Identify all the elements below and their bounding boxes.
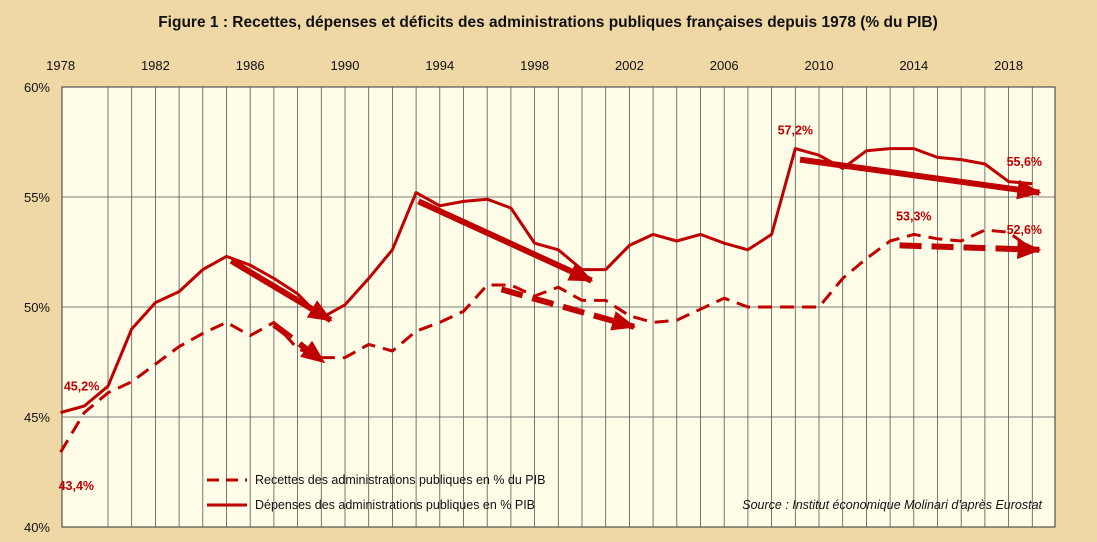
chart-title: Figure 1 : Recettes, dépenses et déficit… (158, 14, 938, 31)
y-tick-label: 50% (24, 300, 50, 315)
trend-arrow-depenses (229, 258, 333, 323)
trend-arrow-depenses (799, 156, 1042, 200)
y-tick-label: 60% (24, 80, 50, 95)
series-line-depenses (60, 147, 1033, 415)
annotations: 45,2% 43,4% 57,2% 55,6% 53,3% 52,6% (59, 124, 1042, 494)
trend-arrow-recettes (272, 322, 326, 365)
legend: Recettes des administrations publiques e… (207, 473, 545, 512)
x-tick-label: 1990 (331, 58, 360, 73)
x-tick-label: 1998 (520, 58, 549, 73)
data-label: 57,2% (778, 124, 813, 138)
x-axis-ticks: 1978 1982 1986 1990 1994 1998 2002 2006 2010 2014… (46, 58, 1023, 73)
x-tick-label: 2014 (899, 58, 928, 73)
x-tick-label: 1978 (46, 58, 75, 73)
series-line-recettes (59, 228, 1034, 453)
data-label: 55,6% (1007, 155, 1042, 169)
y-axis-ticks: 40% 45% 50% 55% 60% (24, 80, 50, 535)
legend-label-recettes: Recettes des administrations publiques e… (255, 473, 545, 487)
x-tick-label: 2002 (615, 58, 644, 73)
legend-label-depenses: Dépenses des administrations publiques e… (255, 498, 535, 512)
y-tick-label: 55% (24, 190, 50, 205)
data-label: 45,2% (64, 380, 99, 394)
x-tick-label: 2018 (994, 58, 1023, 73)
x-tick-label: 1994 (425, 58, 454, 73)
data-label: 43,4% (59, 479, 94, 493)
y-tick-label: 40% (24, 520, 50, 535)
series-layer (59, 147, 1034, 453)
x-tick-label: 2006 (710, 58, 739, 73)
trend-arrow-recettes (500, 286, 637, 331)
y-tick-label: 45% (24, 410, 50, 425)
source-note: Source : Institut économique Molinari d'… (742, 498, 1042, 512)
trend-arrows (229, 156, 1042, 365)
data-label: 53,3% (896, 209, 931, 223)
x-tick-label: 1982 (141, 58, 170, 73)
trend-arrow-depenses (417, 198, 594, 284)
x-tick-label: 1986 (236, 58, 265, 73)
trend-arrow-recettes (899, 239, 1042, 260)
x-tick-label: 2010 (805, 58, 834, 73)
data-label: 52,6% (1007, 223, 1042, 237)
